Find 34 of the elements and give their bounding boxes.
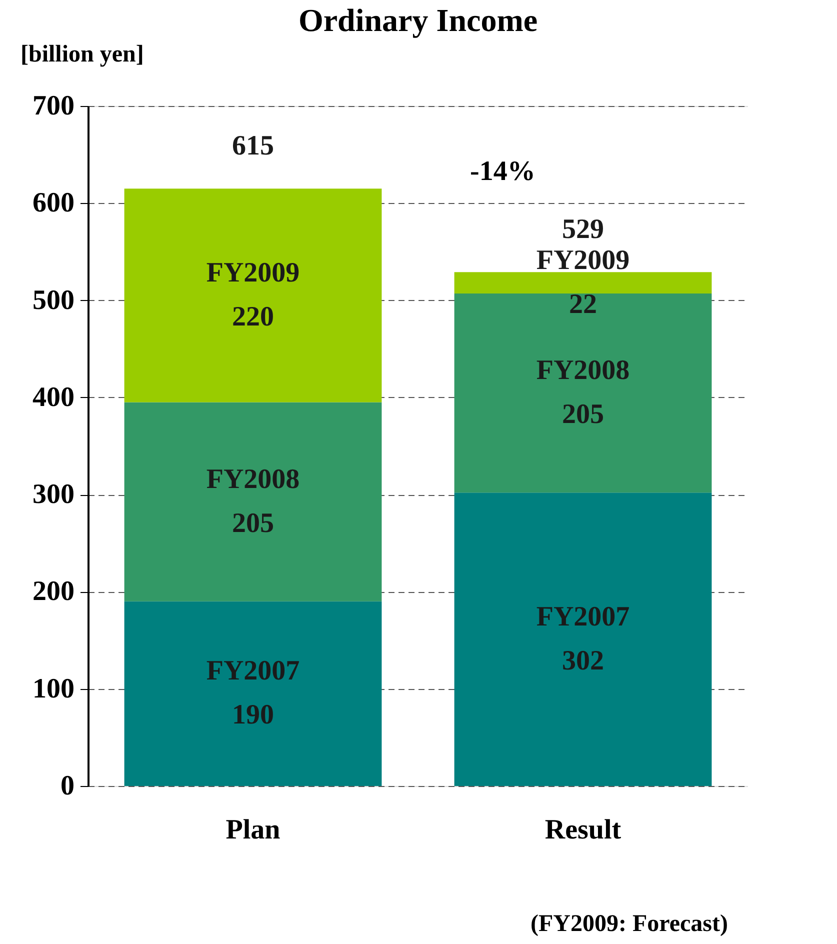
series-label: FY2007 <box>206 656 300 687</box>
y-tick-label: 0 <box>60 770 74 802</box>
annotation: -14% <box>470 156 536 187</box>
series-label: FY2009 <box>536 244 630 276</box>
bar <box>124 402 382 602</box>
y-tick-label: 500 <box>32 284 74 316</box>
bar <box>454 293 712 493</box>
y-tick-label: 400 <box>32 382 74 413</box>
y-tick-label: 300 <box>32 479 74 510</box>
y-tick-label: 100 <box>32 673 74 704</box>
y-tick-label: 600 <box>32 188 74 219</box>
y-tick-label: 200 <box>32 576 74 608</box>
x-tick-label: Plan <box>226 814 281 846</box>
total-label: 615 <box>232 130 274 162</box>
data-label: 190 <box>232 700 274 731</box>
text: FY2009 <box>206 257 300 288</box>
bar <box>124 601 382 786</box>
text: FY2008 <box>536 355 630 386</box>
y-axis-title: [billion yen] <box>20 42 144 68</box>
total-label: 529 <box>562 214 604 246</box>
data-label: 205 <box>562 399 604 430</box>
data-label: 22 <box>569 288 597 320</box>
x-tick-label: Result <box>544 814 622 846</box>
bar <box>454 272 712 294</box>
text: FY2007 <box>536 601 630 632</box>
data-label: 205 <box>232 508 274 539</box>
bar <box>124 188 382 402</box>
data-label: 302 <box>562 645 604 676</box>
y-tick-label: 700 <box>32 90 74 122</box>
series-label: FY2008 <box>206 464 300 495</box>
data-label: 220 <box>232 301 274 332</box>
chart-title: Ordinary Income <box>298 2 538 38</box>
bar <box>454 492 712 786</box>
text: (FY2009: Forecast) <box>530 911 728 937</box>
